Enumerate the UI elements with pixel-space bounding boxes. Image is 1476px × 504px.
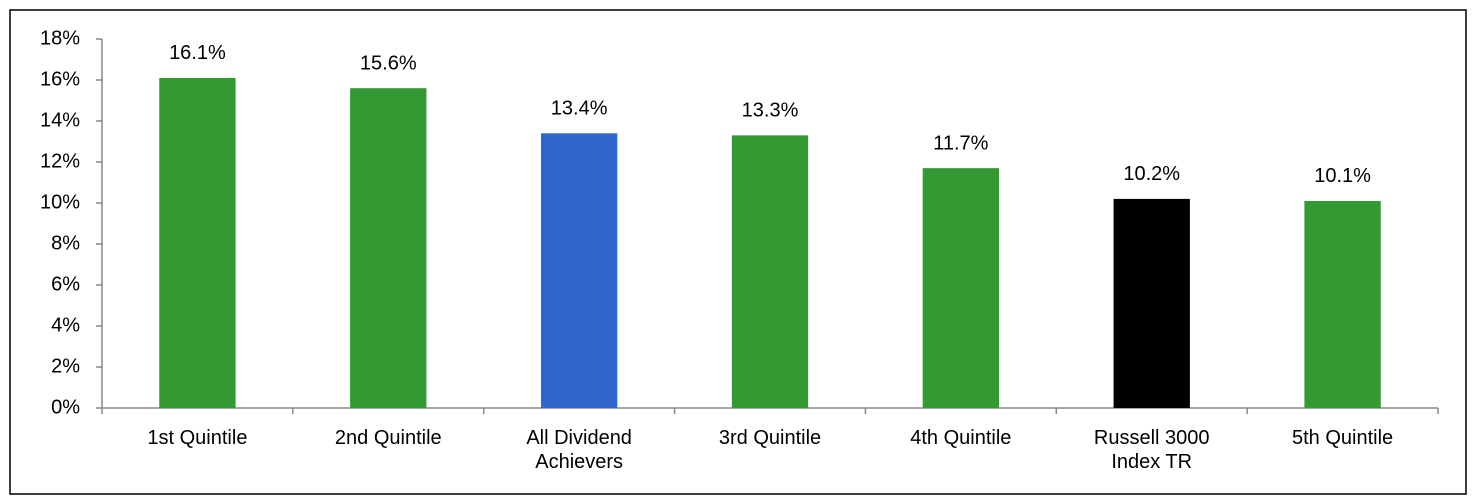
y-tick-label: 6% <box>51 273 80 295</box>
y-tick-label: 12% <box>40 150 80 172</box>
y-tick-label: 10% <box>40 191 80 213</box>
bar <box>540 133 618 409</box>
chart-border <box>9 9 1467 495</box>
bar <box>922 168 1000 408</box>
y-tick-label: 0% <box>51 396 80 418</box>
x-tick-label: Russell 3000 Index TR <box>1093 427 1210 473</box>
x-tick-label: 3rd Quintile <box>718 427 822 449</box>
data-label: 16.1% <box>169 42 226 64</box>
y-tick-label: 2% <box>51 355 80 377</box>
y-tick-label: 14% <box>40 109 80 131</box>
bar <box>1304 200 1381 408</box>
bar <box>159 77 236 408</box>
bar <box>1113 198 1190 408</box>
bar <box>350 88 427 408</box>
x-tick-label: 2nd Quintile <box>334 427 442 449</box>
data-label: 10.2% <box>1123 163 1180 185</box>
y-tick-label: 16% <box>40 68 80 90</box>
y-tick-label: 8% <box>51 232 80 254</box>
y-tick-label: 18% <box>40 27 80 49</box>
data-label: 15.6% <box>360 52 417 74</box>
data-label: 10.1% <box>1314 165 1371 187</box>
x-tick-label: All Dividend Achievers <box>526 427 632 473</box>
data-label: 13.4% <box>551 98 608 120</box>
x-tick-label: 5th Quintile <box>1291 427 1394 449</box>
data-label: 13.3% <box>742 100 799 122</box>
x-tick-label: 4th Quintile <box>910 427 1012 449</box>
data-label: 11.7% <box>933 132 988 154</box>
x-tick-label: 1st Quintile <box>147 427 248 449</box>
y-tick-label: 4% <box>51 314 80 336</box>
bar <box>731 135 809 408</box>
